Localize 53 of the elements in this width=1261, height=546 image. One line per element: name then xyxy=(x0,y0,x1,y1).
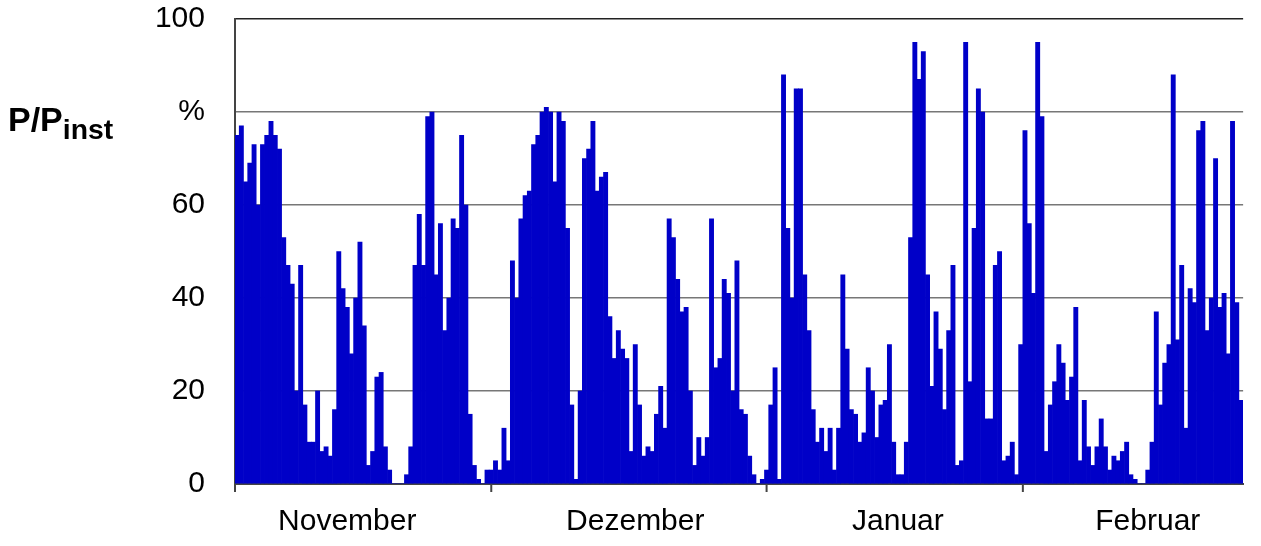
y-tick-label: 100 xyxy=(154,0,205,34)
bar xyxy=(781,74,786,484)
bar xyxy=(920,51,926,484)
bar xyxy=(772,367,778,484)
bar xyxy=(374,376,380,484)
bar xyxy=(1200,120,1206,484)
y-tick-label: 0 xyxy=(188,465,205,499)
bar xyxy=(742,413,748,484)
bar xyxy=(1230,120,1235,484)
bar xyxy=(853,413,858,484)
bar xyxy=(298,265,304,484)
bar xyxy=(683,306,689,484)
bar xyxy=(378,372,384,484)
bar xyxy=(840,274,846,484)
bar xyxy=(886,344,892,484)
bar xyxy=(315,390,321,484)
bar xyxy=(1009,441,1015,484)
bar xyxy=(590,120,596,484)
bar xyxy=(696,437,702,484)
bar xyxy=(798,88,803,484)
x-tick-label: Januar xyxy=(852,503,944,537)
y-tick-label: 40 xyxy=(171,279,205,313)
bar xyxy=(1179,265,1185,484)
bar xyxy=(1098,418,1104,484)
bar xyxy=(603,172,609,484)
bar xyxy=(827,427,833,484)
bar xyxy=(819,427,825,484)
bar xyxy=(912,41,918,484)
y-tick-label: % xyxy=(178,93,205,127)
bar xyxy=(493,460,498,484)
x-tick-label: Februar xyxy=(1095,503,1201,537)
bar xyxy=(1111,455,1117,484)
bar xyxy=(1124,441,1130,484)
bar xyxy=(997,251,1003,484)
bar xyxy=(1081,399,1087,484)
bar xyxy=(1213,158,1219,484)
y-tick-label: 20 xyxy=(171,372,205,406)
bar xyxy=(709,218,714,484)
bar xyxy=(1073,306,1079,484)
bar xyxy=(658,386,664,484)
bar xyxy=(734,260,740,484)
bar xyxy=(425,116,431,484)
bar xyxy=(437,223,443,484)
y-axis-title: P/P$_{inst}$ xyxy=(8,100,114,146)
y-tick-label: 60 xyxy=(171,186,205,220)
bar xyxy=(1056,344,1062,484)
bar xyxy=(1153,311,1159,484)
x-tick-label: November xyxy=(278,503,417,537)
bar xyxy=(1170,74,1176,484)
x-tick-label: Dezember xyxy=(566,503,705,537)
bar xyxy=(632,344,638,484)
bar xyxy=(963,41,969,484)
bar xyxy=(336,251,342,484)
